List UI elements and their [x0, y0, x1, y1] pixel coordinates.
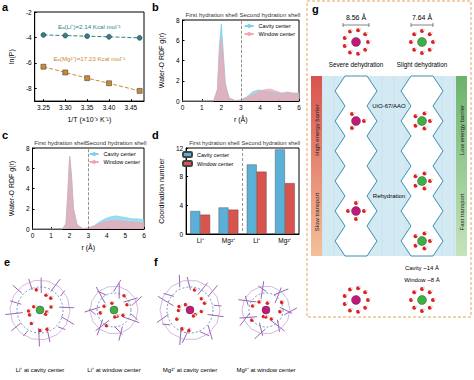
svg-text:1: 1: [200, 104, 204, 111]
svg-text:Second hydration shell: Second hydration shell: [86, 140, 147, 146]
svg-text:1/T (×10⁻³ K⁻¹): 1/T (×10⁻³ K⁻¹): [67, 116, 111, 124]
svg-text:0: 0: [31, 232, 35, 239]
svg-text:0: 0: [176, 98, 180, 105]
svg-text:12: 12: [176, 145, 184, 152]
svg-text:Mg²⁺: Mg²⁺: [222, 237, 235, 245]
svg-text:Cavity center: Cavity center: [197, 152, 229, 158]
svg-text:Window ~8 Å: Window ~8 Å: [404, 277, 440, 283]
svg-text:7.64 Å: 7.64 Å: [412, 13, 433, 21]
svg-text:2: 2: [68, 232, 72, 239]
svg-text:Li⁺ at cavity center: Li⁺ at cavity center: [16, 367, 65, 373]
svg-text:First hydration shell: First hydration shell: [34, 140, 86, 146]
svg-text:Eₐ(Mg²⁺)=17.23 Kcal mol⁻¹: Eₐ(Mg²⁺)=17.23 Kcal mol⁻¹: [53, 55, 125, 62]
svg-text:UiO-67/AAO: UiO-67/AAO: [372, 103, 406, 109]
svg-text:-4: -4: [26, 34, 32, 41]
svg-text:d: d: [152, 129, 159, 141]
svg-text:5: 5: [124, 232, 128, 239]
svg-text:a: a: [2, 1, 9, 13]
svg-text:Li⁺ at window center: Li⁺ at window center: [87, 367, 140, 373]
svg-text:Window center: Window center: [104, 159, 141, 165]
svg-text:-2: -2: [26, 9, 32, 16]
svg-text:0: 0: [181, 104, 185, 111]
svg-text:3.25: 3.25: [37, 104, 50, 111]
svg-text:Low energy barrier: Low energy barrier: [459, 105, 465, 155]
svg-text:6: 6: [26, 165, 30, 172]
svg-text:Window center: Window center: [259, 31, 296, 37]
svg-text:g: g: [312, 3, 319, 15]
svg-text:4: 4: [26, 185, 30, 192]
svg-text:r (Å): r (Å): [234, 115, 248, 124]
svg-text:Mg²⁺: Mg²⁺: [278, 237, 291, 245]
svg-text:1: 1: [49, 232, 53, 239]
svg-text:4: 4: [180, 202, 184, 209]
svg-text:Severe dehydration: Severe dehydration: [329, 61, 384, 69]
svg-text:4: 4: [258, 104, 262, 111]
svg-text:First hydration shell: First hydration shell: [189, 140, 239, 146]
svg-text:3: 3: [239, 104, 243, 111]
svg-text:6: 6: [176, 37, 180, 44]
svg-text:Slow transport: Slow transport: [314, 192, 320, 231]
svg-text:2: 2: [176, 77, 180, 84]
svg-text:0: 0: [180, 231, 184, 238]
svg-text:2: 2: [26, 205, 30, 212]
svg-text:First hydration shell: First hydration shell: [186, 12, 238, 18]
svg-text:2: 2: [220, 104, 224, 111]
svg-text:ln(P): ln(P): [8, 49, 16, 64]
svg-text:Mg²⁺ at window center: Mg²⁺ at window center: [236, 367, 295, 373]
svg-text:Cavity ~14 Å: Cavity ~14 Å: [405, 265, 439, 271]
svg-text:f: f: [154, 256, 158, 268]
svg-text:0: 0: [26, 226, 30, 233]
svg-text:Cavity center: Cavity center: [104, 151, 136, 157]
svg-text:Li⁺: Li⁺: [253, 237, 260, 244]
svg-text:8: 8: [176, 17, 180, 24]
svg-text:-8: -8: [26, 85, 32, 92]
svg-text:High energy barrier: High energy barrier: [314, 104, 320, 155]
svg-text:c: c: [2, 129, 8, 141]
svg-text:b: b: [152, 1, 159, 13]
svg-text:8: 8: [180, 173, 184, 180]
svg-text:Slight dehydration: Slight dehydration: [397, 61, 448, 69]
svg-text:3.30: 3.30: [59, 104, 72, 111]
svg-text:Window center: Window center: [197, 161, 234, 167]
svg-text:Water-O RDF g(r): Water-O RDF g(r): [158, 33, 166, 88]
svg-text:Rehydration: Rehydration: [373, 193, 405, 199]
svg-text:Coordination number: Coordination number: [158, 158, 165, 224]
svg-text:5: 5: [278, 104, 282, 111]
svg-text:8.56 Å: 8.56 Å: [346, 13, 367, 21]
svg-text:8: 8: [26, 145, 30, 152]
svg-text:3: 3: [86, 232, 90, 239]
svg-text:6: 6: [142, 232, 146, 239]
svg-text:e: e: [4, 256, 10, 268]
svg-text:4: 4: [105, 232, 109, 239]
svg-text:r (Å): r (Å): [81, 243, 95, 252]
svg-text:Second hydration shell: Second hydration shell: [241, 140, 300, 146]
svg-text:Li⁺: Li⁺: [197, 237, 204, 244]
svg-text:Water-O RDF g(r): Water-O RDF g(r): [8, 161, 16, 216]
svg-text:3.45: 3.45: [125, 104, 138, 111]
svg-text:Second hydration shell: Second hydration shell: [240, 12, 301, 18]
svg-text:-6: -6: [26, 59, 32, 66]
svg-text:Fast transport: Fast transport: [459, 193, 465, 230]
svg-text:4: 4: [176, 57, 180, 64]
svg-text:6: 6: [297, 104, 301, 111]
svg-text:3.40: 3.40: [103, 104, 116, 111]
svg-text:Cavity center: Cavity center: [259, 23, 291, 29]
svg-text:Eₐ(Li⁺)=2.14 Kcal mol⁻¹: Eₐ(Li⁺)=2.14 Kcal mol⁻¹: [58, 23, 121, 30]
svg-text:Mg²⁺ at cavity center: Mg²⁺ at cavity center: [163, 367, 217, 373]
svg-text:3.35: 3.35: [81, 104, 94, 111]
